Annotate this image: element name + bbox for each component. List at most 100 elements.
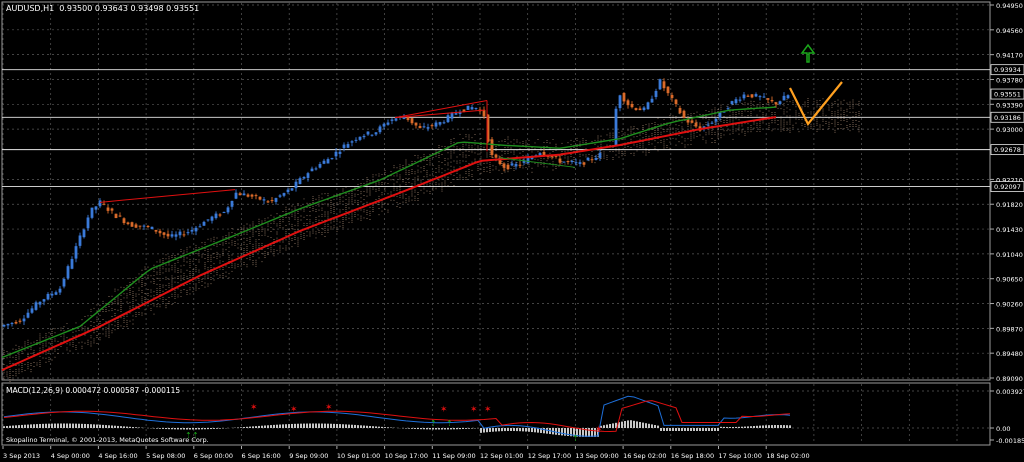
arrow-up-icon	[800, 43, 816, 63]
cloud-dot	[249, 230, 251, 232]
time-axis[interactable]: 3 Sep 2013 4 Sep 00:00 4 Sep 16:00 5 Sep 08…	[2, 446, 810, 460]
cloud-dot	[243, 249, 245, 251]
cloud-dot	[411, 189, 413, 191]
cloud-dot	[834, 123, 836, 125]
cloud-dot	[237, 263, 239, 265]
cloud-dot	[492, 165, 494, 167]
cloud-dot	[297, 239, 299, 241]
cloud-dot	[60, 335, 62, 337]
candle-body	[186, 232, 190, 234]
cloud-dot	[414, 197, 416, 199]
candle-body	[126, 222, 130, 225]
cloud-dot	[813, 101, 815, 103]
candle-body	[634, 108, 638, 111]
candle-body	[758, 96, 762, 98]
cloud-dot	[129, 292, 131, 293]
cloud-dot	[201, 242, 203, 244]
cloud-dot	[171, 285, 173, 287]
cloud-dot	[660, 133, 662, 135]
cloud-dot	[147, 295, 149, 297]
candle-body	[622, 92, 626, 102]
cloud-dot	[291, 238, 293, 240]
cloud-dot	[258, 222, 260, 224]
cloud-dot	[93, 332, 95, 334]
candle-body	[706, 124, 710, 126]
cloud-dot	[642, 147, 644, 149]
price-tick-label: 0.89090	[996, 375, 1023, 383]
candle-body	[102, 203, 106, 205]
cloud-dot	[348, 221, 350, 223]
cloud-dot	[831, 110, 833, 112]
cloud-dot	[654, 146, 656, 148]
price-axis[interactable]: 0.949500.945600.941700.937800.933900.930…	[990, 2, 1024, 383]
cloud-dot	[405, 159, 407, 161]
cloud-dot	[360, 183, 362, 184]
horizontal-levels[interactable]	[2, 69, 990, 188]
cloud-dot	[330, 210, 332, 212]
cloud-dot	[132, 323, 134, 325]
cloud-dot	[843, 118, 845, 119]
cloud-dot	[405, 198, 407, 200]
cloud-dot	[561, 155, 563, 157]
cloud-dot	[552, 169, 554, 171]
cloud-dot	[795, 106, 797, 108]
cloud-dot	[447, 162, 449, 164]
cloud-dot	[777, 103, 779, 105]
candle-body	[98, 200, 102, 207]
cloud-dot	[222, 238, 224, 240]
cloud-dot	[723, 116, 725, 117]
cloud-dot	[327, 229, 329, 231]
macd-bar	[255, 426, 257, 428]
cloud-dot	[297, 237, 299, 239]
cloud-dot	[258, 235, 260, 236]
cloud-dot	[195, 287, 197, 289]
cloud-dot	[447, 164, 449, 166]
cloud-dot	[300, 237, 302, 239]
cloud-dot	[345, 219, 347, 221]
cloud-dot	[324, 215, 326, 217]
cloud-dot	[114, 309, 116, 310]
cloud-dot	[693, 125, 695, 127]
cloud-dot	[363, 182, 365, 184]
cloud-dot	[222, 277, 224, 279]
cloud-dot	[789, 115, 791, 117]
cloud-dot	[351, 215, 353, 217]
cloud-dot	[720, 133, 722, 135]
cloud-dot	[222, 236, 224, 238]
cloud-dot	[597, 135, 599, 137]
cloud-dot	[123, 287, 125, 289]
cloud-dot	[243, 264, 245, 266]
cloud-dot	[252, 233, 254, 235]
macd-panel[interactable]: ✶ ✶ ✶ ✶ ✶ ✶✶⇡ ⇡⇡ ⇡⇡ MACD(12,26,9) 0.000472 0.00…	[1, 382, 991, 446]
cloud-dot	[624, 152, 626, 154]
cloud-dot	[420, 179, 422, 181]
cloud-dot	[564, 157, 566, 159]
cloud-dot	[753, 127, 755, 129]
cloud-dot	[537, 159, 539, 161]
cloud-dot	[84, 328, 86, 330]
macd-bar	[453, 428, 455, 430]
cloud-dot	[42, 347, 44, 349]
cloud-dot	[402, 193, 404, 195]
cloud-dot	[102, 309, 104, 310]
cloud-dot	[357, 190, 359, 191]
cloud-dot	[585, 154, 587, 156]
cloud-dot	[39, 366, 41, 367]
projection-line[interactable]	[789, 81, 843, 127]
cloud-dot	[99, 314, 101, 316]
cloud-dot	[366, 195, 368, 197]
cloud-dot	[639, 142, 641, 144]
cloud-dot	[651, 123, 653, 124]
cloud-dot	[849, 124, 851, 125]
cloud-dot	[807, 118, 809, 120]
trend-lines[interactable]	[99, 99, 576, 203]
price-panel[interactable]: AUDUSD,H1 0.93500 0.93643 0.93498 0.93551	[1, 1, 991, 384]
cloud-dot	[852, 111, 854, 113]
cloud-dot	[105, 309, 107, 310]
cloud-dot	[33, 362, 35, 363]
candle-body	[774, 102, 778, 105]
cloud-dot	[114, 321, 116, 323]
candle-body	[386, 122, 390, 125]
